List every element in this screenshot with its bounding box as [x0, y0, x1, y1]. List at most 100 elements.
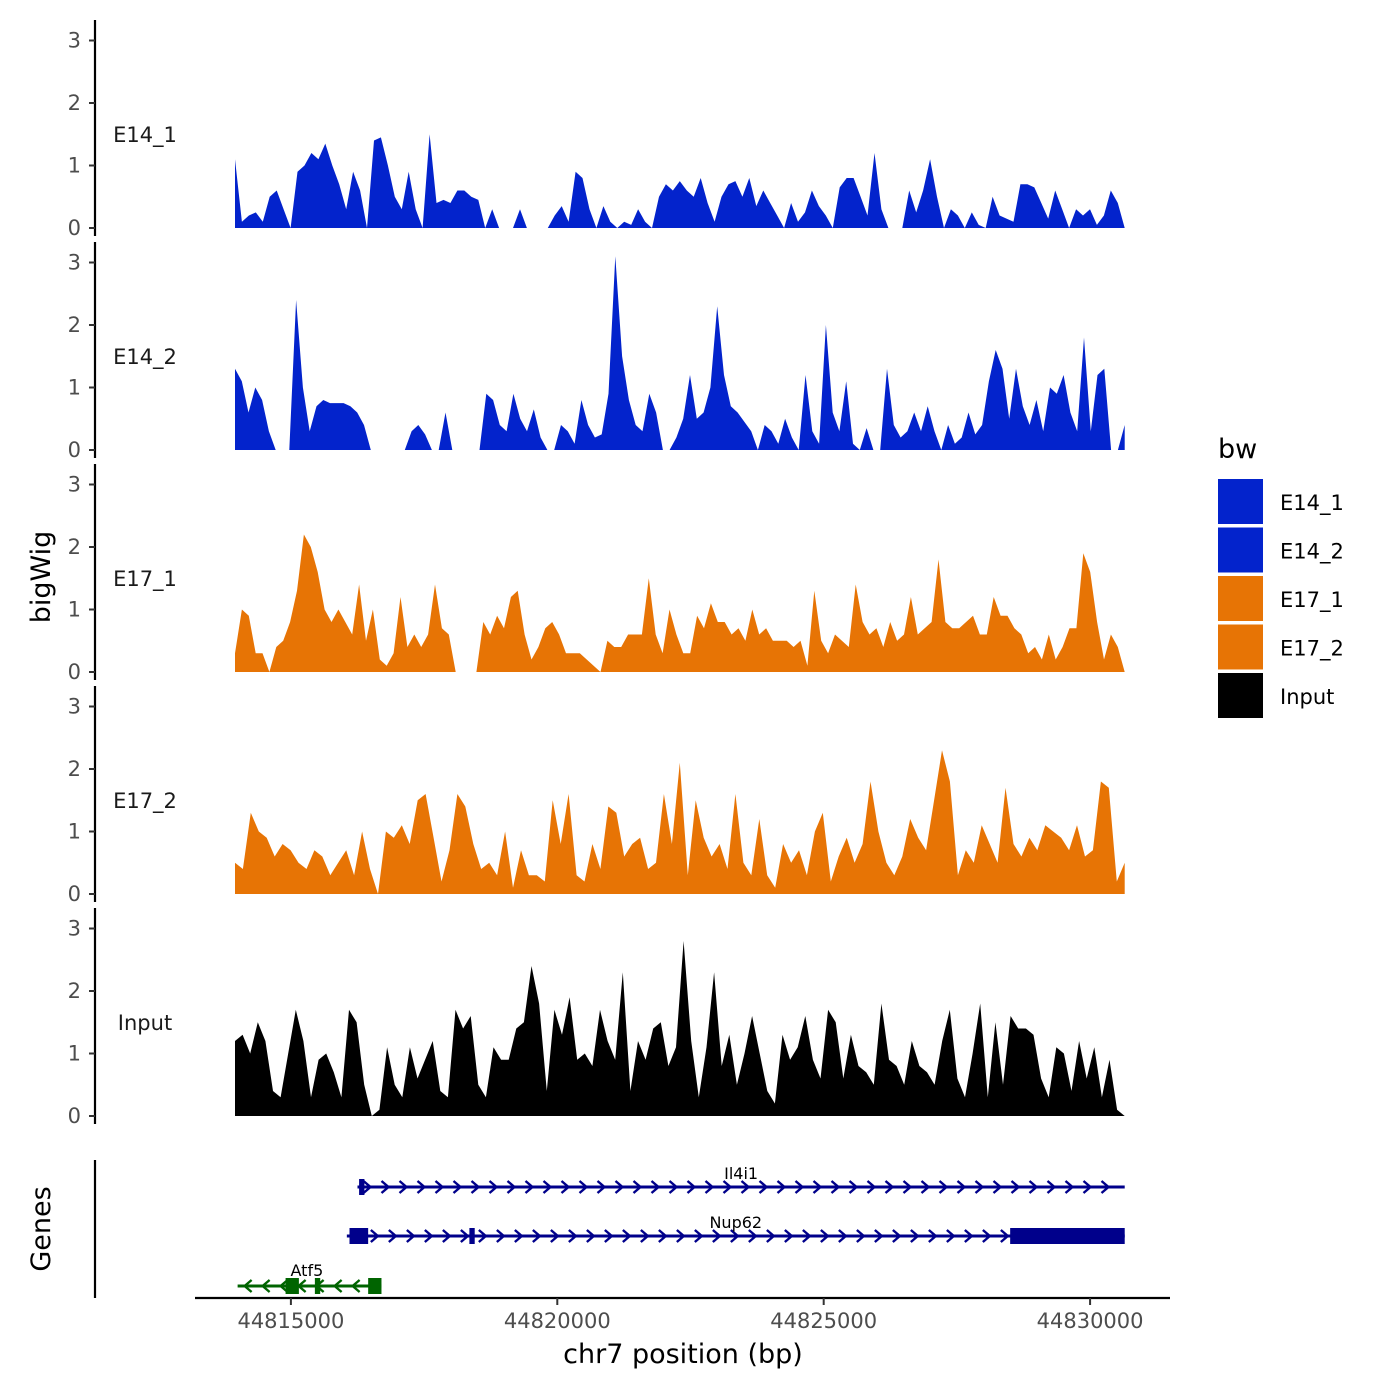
strand-arrow-icon: [362, 1180, 373, 1194]
gene-nup62: Nup62: [346, 1213, 1125, 1244]
strand-arrow-icon: [1010, 1180, 1021, 1194]
strand-arrow-icon: [532, 1229, 542, 1243]
gene-exon: [1010, 1228, 1125, 1244]
strand-arrow-icon: [478, 1229, 488, 1243]
strip-label-e17_2: E17_2: [113, 789, 177, 814]
panel-e14_1: 0 1 2 3 E14_1: [68, 20, 1125, 240]
strand-arrow-icon: [1082, 1180, 1093, 1194]
strand-arrow-icon: [794, 1180, 805, 1194]
strand-arrow-icon: [380, 1180, 391, 1194]
strand-arrow-icon: [802, 1229, 812, 1243]
strand-arrow-icon: [946, 1229, 956, 1243]
panel-e17_2: 0 1 2 3 E17_2: [68, 686, 1125, 906]
strand-arrow-icon: [596, 1180, 607, 1194]
y-tick-label: 3: [68, 917, 81, 941]
strand-arrow-icon: [278, 1279, 289, 1293]
y-tick-label: 0: [68, 438, 81, 462]
legend: bw E14_1 E14_2 E17_1 E17_2 Input: [1218, 434, 1344, 718]
y-tick-label: 3: [68, 695, 81, 719]
y-tick-label: 0: [68, 1104, 81, 1128]
gene-label: Nup62: [709, 1213, 762, 1232]
x-tick-label: 44830000: [1037, 1309, 1144, 1333]
legend-label: Input: [1280, 685, 1334, 709]
x-tick-label: 44825000: [770, 1309, 877, 1333]
strand-arrow-icon: [388, 1229, 398, 1243]
y-tick-label: 1: [68, 376, 81, 400]
strand-arrow-icon: [460, 1229, 470, 1243]
strand-arrow-icon: [748, 1229, 758, 1243]
strand-arrow-icon: [470, 1180, 481, 1194]
y-tick-label: 2: [68, 91, 81, 115]
strand-arrow-icon: [604, 1229, 614, 1243]
y-tick-label: 1: [68, 820, 81, 844]
legend-swatch-input: [1218, 673, 1263, 718]
strand-arrow-icon: [506, 1180, 517, 1194]
strand-arrow-icon: [928, 1229, 938, 1243]
strand-arrow-icon: [1046, 1180, 1057, 1194]
genes-track-title: Genes: [26, 1186, 57, 1271]
strand-arrow-icon: [830, 1180, 841, 1194]
gene-exon: [349, 1228, 369, 1244]
strand-arrow-icon: [1100, 1180, 1111, 1194]
strand-arrow-icon: [1064, 1180, 1075, 1194]
strip-label-input: Input: [118, 1011, 172, 1035]
strand-arrow-icon: [704, 1180, 715, 1194]
y-tick-label: 0: [68, 216, 81, 240]
strand-arrow-icon: [938, 1180, 949, 1194]
gene-exon: [368, 1278, 382, 1294]
strand-arrow-icon: [920, 1180, 931, 1194]
gene-atf5: Atf5: [237, 1261, 382, 1294]
y-tick-label: 0: [68, 660, 81, 684]
strand-arrow-icon: [758, 1180, 769, 1194]
y-tick-label: 2: [68, 757, 81, 781]
strand-arrow-icon: [974, 1180, 985, 1194]
strand-arrow-icon: [694, 1229, 704, 1243]
gene-label: Il4i1: [724, 1164, 758, 1183]
strand-arrow-icon: [874, 1229, 884, 1243]
y-tick-label: 3: [68, 29, 81, 53]
strand-arrow-icon: [434, 1180, 445, 1194]
coverage-area-e17_2: [235, 750, 1125, 894]
panel-e17_1: 0 1 2 3 E17_1: [68, 464, 1125, 684]
strand-arrow-icon: [488, 1180, 499, 1194]
x-axis-title: chr7 position (bp): [563, 1339, 803, 1370]
strand-arrow-icon: [560, 1180, 571, 1194]
strip-label-e14_2: E14_2: [113, 345, 177, 370]
y-tick-label: 2: [68, 979, 81, 1003]
strand-arrow-icon: [766, 1229, 776, 1243]
strand-arrow-icon: [1000, 1229, 1010, 1243]
strand-arrow-icon: [856, 1229, 866, 1243]
strand-arrow-icon: [332, 1279, 343, 1293]
gene-il4i1: Il4i1: [357, 1164, 1125, 1195]
strand-arrow-icon: [676, 1229, 686, 1243]
strand-arrow-icon: [514, 1229, 524, 1243]
strand-arrow-icon: [650, 1180, 661, 1194]
strand-arrow-icon: [722, 1180, 733, 1194]
strand-arrow-icon: [848, 1180, 859, 1194]
y-tick-label: 1: [68, 154, 81, 178]
strand-arrow-icon: [1028, 1180, 1039, 1194]
strand-arrow-icon: [910, 1229, 920, 1243]
strand-arrow-icon: [992, 1180, 1003, 1194]
strip-label-e17_1: E17_1: [113, 567, 177, 592]
legend-swatch-e14_2: [1218, 527, 1263, 573]
panel-input: 0 1 2 3 Input: [68, 908, 1125, 1128]
strand-arrow-icon: [632, 1180, 643, 1194]
legend-label: E17_2: [1280, 637, 1344, 662]
legend-label: E17_1: [1280, 588, 1344, 613]
strand-arrow-icon: [350, 1279, 361, 1293]
strand-arrow-icon: [406, 1229, 416, 1243]
strand-arrow-icon: [614, 1180, 625, 1194]
x-tick-label: 44815000: [237, 1309, 344, 1333]
legend-swatch-e14_1: [1218, 479, 1263, 524]
coverage-area-e17_1: [235, 534, 1125, 672]
coverage-panels: 0 1 2 3 E14_1 0 1 2 3 E14_2 0 1 2 3 E17_1 0 1 2 3 E17_2 0 1 2 3…: [68, 20, 1125, 1128]
strand-arrow-icon: [416, 1180, 427, 1194]
y-tick-label: 3: [68, 473, 81, 497]
strand-arrow-icon: [452, 1180, 463, 1194]
coverage-area-e14_2: [235, 256, 1125, 450]
strand-arrow-icon: [568, 1229, 578, 1243]
y-axis-title: bigWig: [26, 531, 57, 624]
legend-swatch-e17_2: [1218, 624, 1263, 670]
